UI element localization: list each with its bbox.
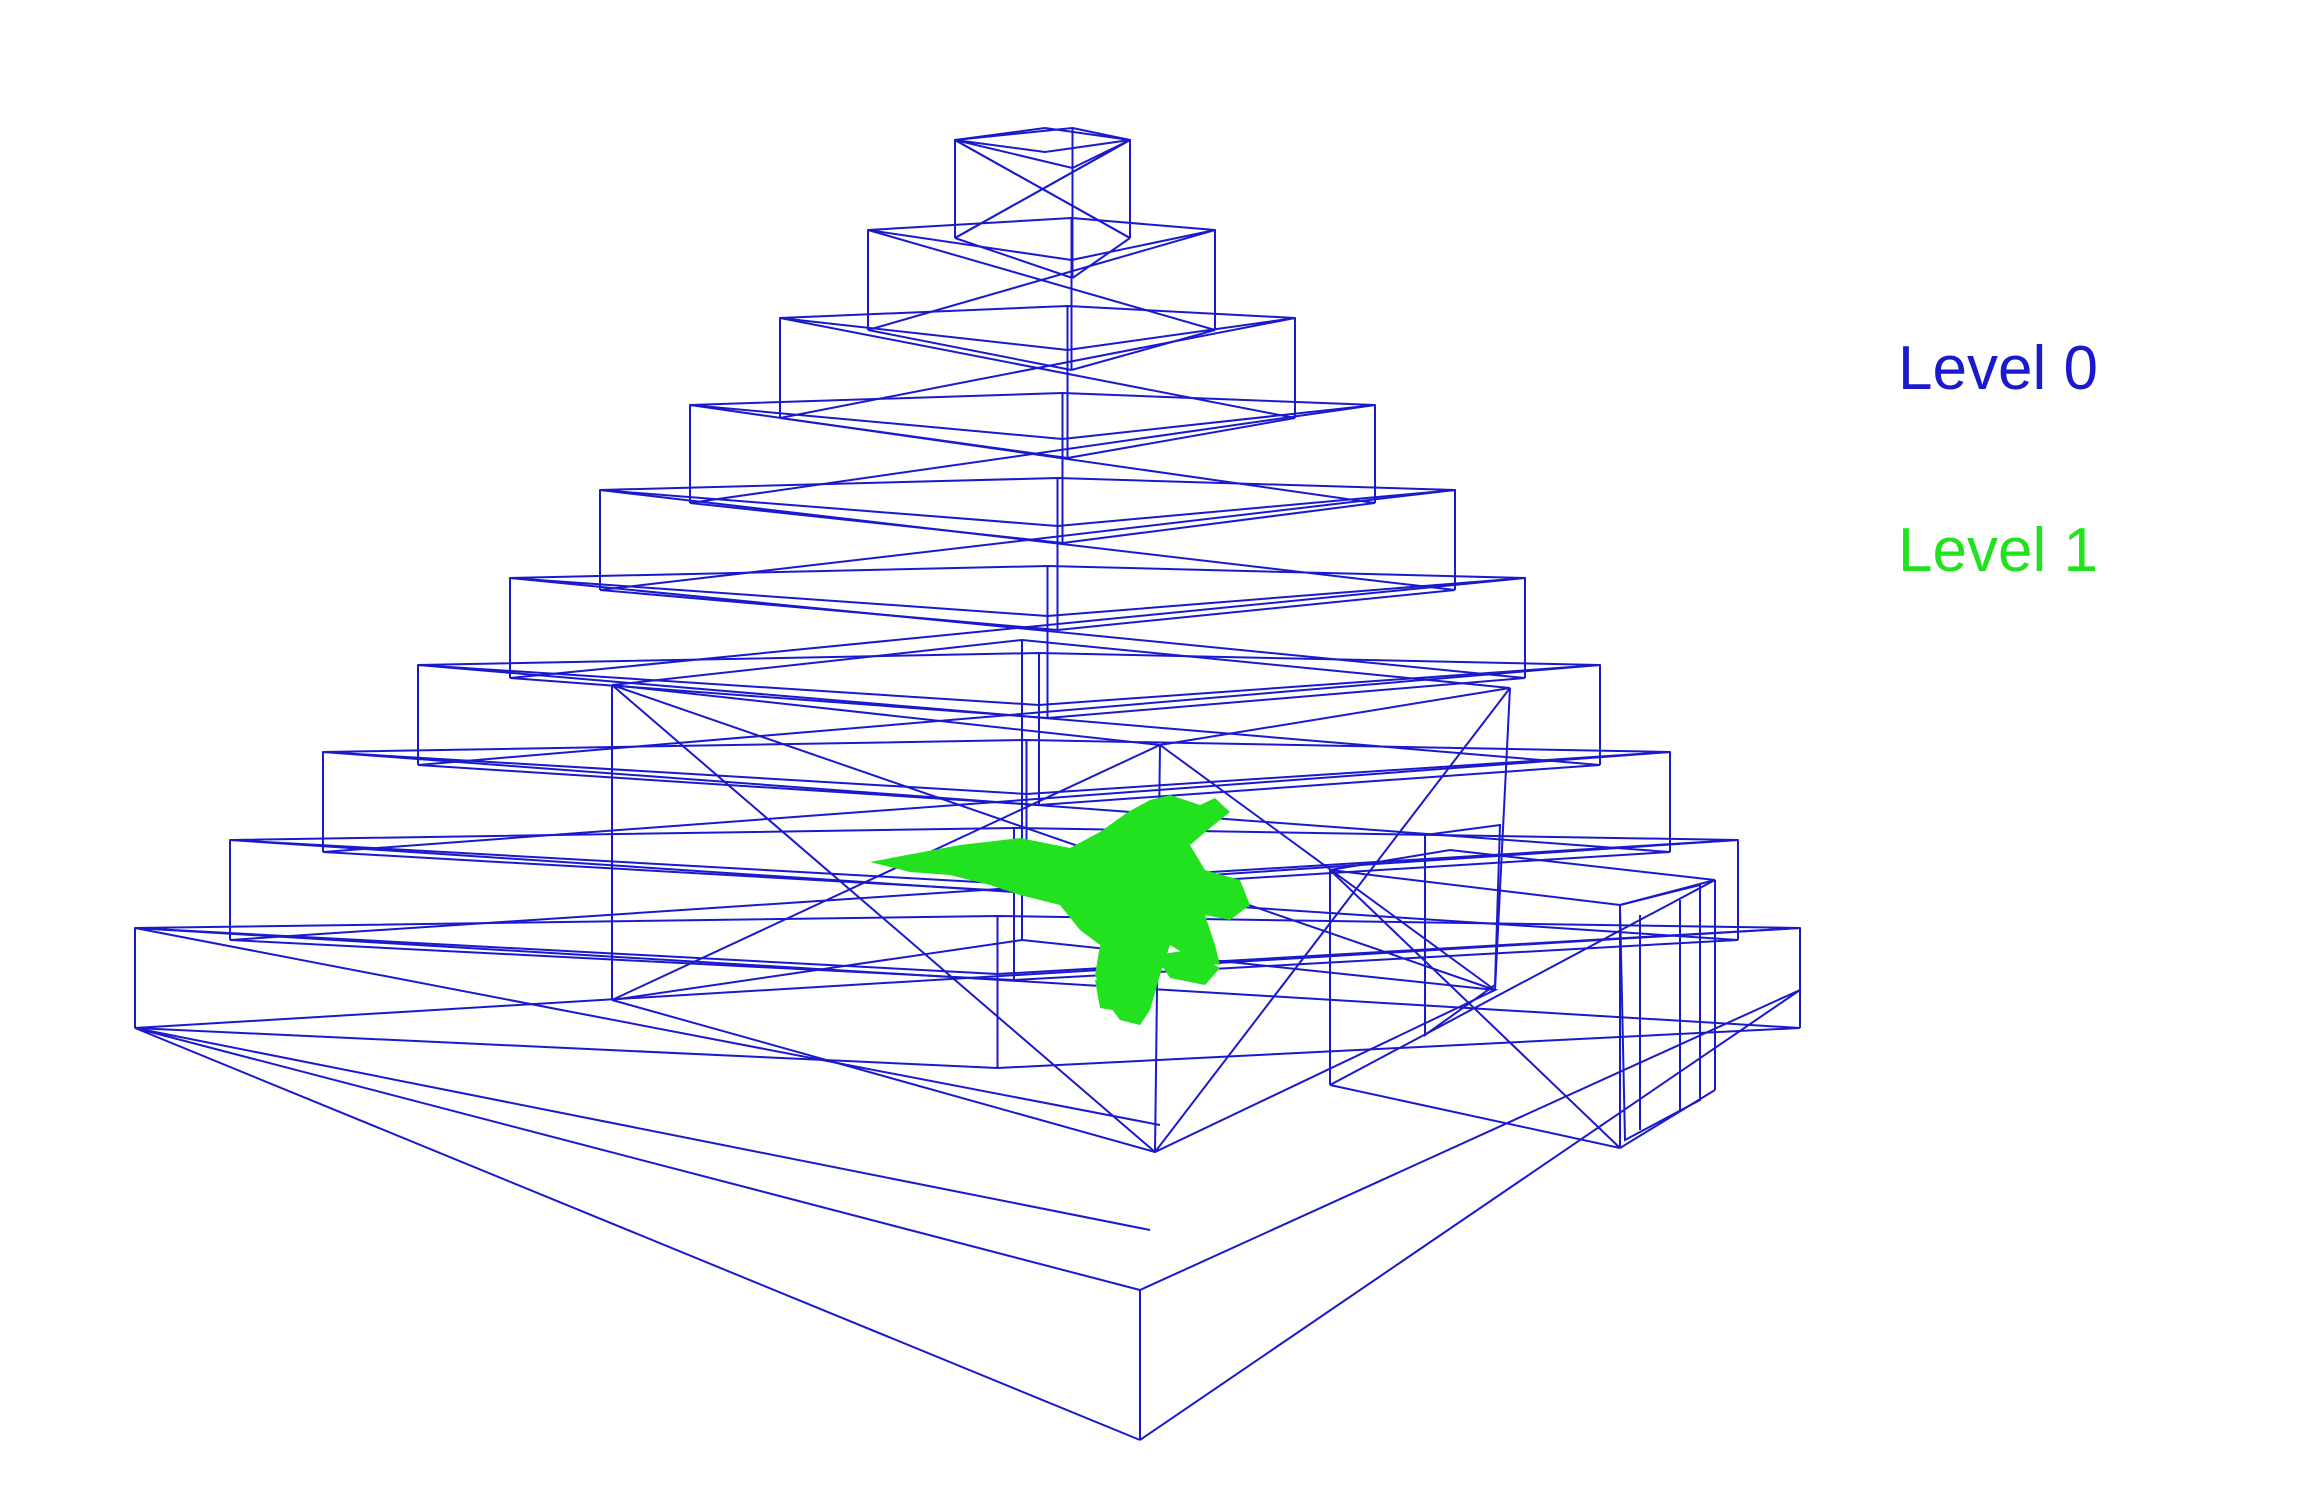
pyramid-tier-top <box>509 565 1526 617</box>
pyramid-tier-top <box>779 305 1296 351</box>
pyramid-tier-edge <box>954 237 1073 279</box>
pyramid-tier-edge <box>867 329 1072 371</box>
side-box-panel-right <box>1618 883 1701 1142</box>
inner-box-brace <box>611 744 1161 1001</box>
pyramid-wireframe <box>134 127 1801 1441</box>
pyramid-tier-top <box>134 915 1801 975</box>
pyramid-base-edge <box>134 1027 1141 1441</box>
inner-box-brace <box>611 684 1156 1153</box>
pyramid-base-edge <box>134 1027 1151 1231</box>
pyramid-brace <box>689 404 1376 504</box>
pyramid-brace <box>779 317 1296 419</box>
side-box-panel <box>1424 823 1502 1037</box>
creature-foot <box>1155 950 1220 985</box>
level1-creature <box>870 795 1250 1025</box>
legend-level-0: Level 0 <box>1898 334 2098 403</box>
pyramid-tier-top <box>954 127 1131 169</box>
level0-inner-box <box>611 638 1511 1154</box>
inner-box-brace <box>1159 744 1496 991</box>
side-box-brace <box>1329 879 1716 1086</box>
level0-side-boxes <box>1329 823 1716 1149</box>
pyramid-tier-edge <box>1071 237 1131 279</box>
pyramid-tier-edge <box>1057 589 1456 631</box>
pyramid-brace <box>134 927 1801 1029</box>
pyramid-tier-top <box>867 217 1216 261</box>
legend-level-1: Level 1 <box>1898 516 2098 585</box>
pyramid-tier-edge <box>1062 502 1376 544</box>
inner-box-brace <box>611 684 1496 991</box>
side-box-edge <box>1329 1084 1621 1149</box>
side-box-brace <box>1329 869 1621 1149</box>
pyramid-tier-top <box>599 477 1456 527</box>
pyramid-tier-edge <box>134 1027 998 1069</box>
pyramid-tier-edge <box>1047 677 1526 719</box>
pyramid-tier-edge <box>1067 417 1296 459</box>
creature-body <box>870 795 1250 1025</box>
side-box-top <box>1329 848 1716 907</box>
pyramid-tier-edge <box>1071 329 1216 371</box>
pyramid-tier-edge <box>1038 764 1601 806</box>
pyramid-brace <box>954 139 1131 239</box>
pyramid-base-edge <box>134 1027 1141 1291</box>
pyramid-base-edge <box>134 927 1161 1126</box>
creature-leg <box>1095 975 1145 1012</box>
pyramid-brace <box>867 229 1216 331</box>
pyramid-base-edge <box>1139 989 1801 1291</box>
inner-box-brace <box>1154 687 1511 1153</box>
pyramid-brace <box>509 577 1526 679</box>
pyramid-base-edge <box>1139 989 1801 1441</box>
pyramid-brace <box>417 664 1601 766</box>
inner-box-edge <box>1494 687 1511 991</box>
